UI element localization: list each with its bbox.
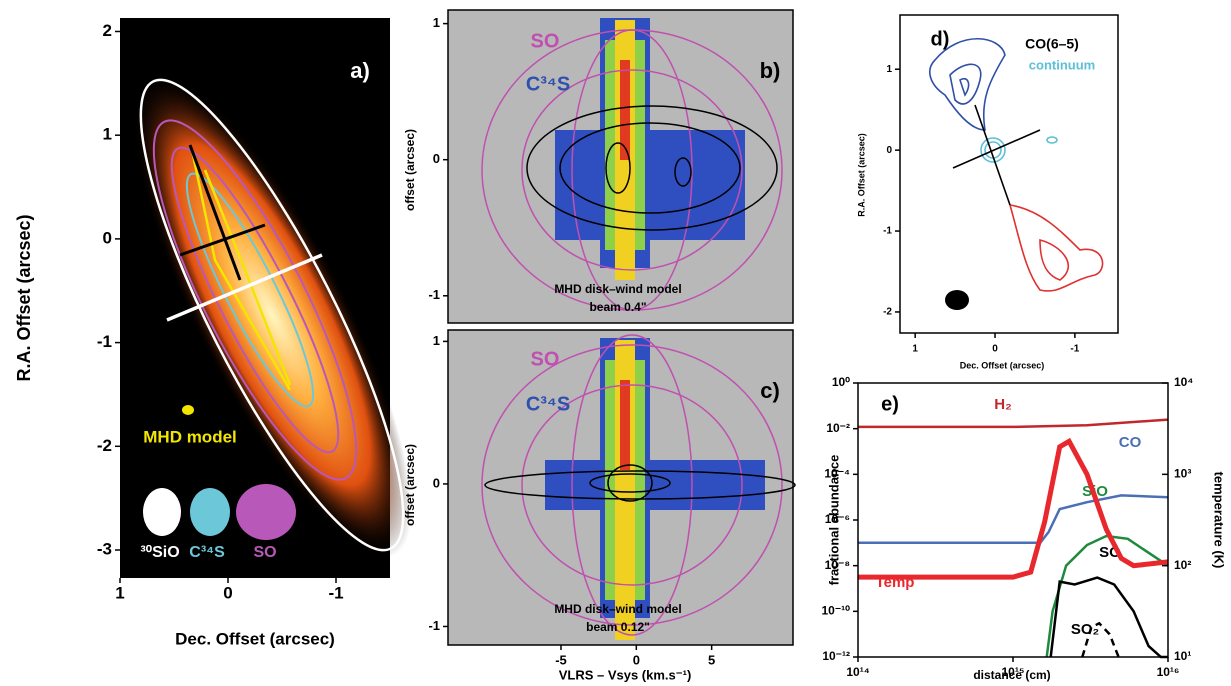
- series-line: [858, 418, 1169, 429]
- series-label: Temp: [876, 574, 915, 591]
- annotation: continuum: [1029, 57, 1095, 72]
- annotation: SO: [253, 544, 276, 561]
- y-axis-title: fractional abundance: [826, 455, 841, 586]
- y-tick-label: 10⁻¹²: [822, 649, 850, 663]
- y-tick-label: 10⁻⁴: [824, 467, 850, 481]
- annotation: C³⁴S: [526, 73, 570, 95]
- annotation: MHD disk–wind model: [554, 602, 681, 616]
- frame: [447, 329, 794, 646]
- y-axis-title: offset (arcsec): [403, 444, 417, 526]
- series-line: [1081, 621, 1120, 658]
- y2-tick-label: 10³: [1174, 467, 1191, 481]
- y-tick-label: 0: [886, 145, 892, 156]
- series-line: [858, 437, 1169, 580]
- series-line: [1049, 576, 1168, 659]
- y-tick-label: 0: [433, 475, 440, 490]
- annotation: SO: [531, 30, 560, 52]
- y-tick-label: 1: [886, 64, 892, 75]
- annotation: a): [350, 58, 370, 83]
- annotation: c): [760, 378, 780, 403]
- y-tick-label: 10⁻⁶: [825, 512, 850, 526]
- y-axis-title: R.A. Offset (arcsec): [14, 214, 34, 381]
- x-tick-label: 1: [912, 344, 918, 355]
- panel-b-image: [448, 10, 793, 323]
- annotation: CO(6–5): [1025, 36, 1079, 52]
- y-tick-label: 0: [433, 151, 440, 166]
- y2-tick-label: 10⁴: [1174, 375, 1193, 389]
- x-tick-label: 10¹⁶: [1157, 665, 1180, 679]
- panel-d-image: [929, 37, 1104, 310]
- x-axis-title: Dec. Offset (arcsec): [960, 360, 1045, 370]
- y-tick-label: -1: [428, 618, 440, 633]
- y2-tick-label: 10²: [1174, 558, 1191, 572]
- y-axis-title: offset (arcsec): [403, 129, 417, 211]
- y2-tick-label: 10¹: [1174, 649, 1191, 663]
- x-tick-label: 0: [992, 344, 998, 355]
- series-label: CO: [1119, 434, 1142, 451]
- panel-c-image: [448, 330, 796, 645]
- y-tick-label: -1: [428, 287, 440, 302]
- frame: [899, 14, 1119, 334]
- annotation: C³⁴S: [526, 393, 570, 415]
- panel-a-image: [120, 18, 412, 578]
- x-axis-title: distance (cm): [973, 668, 1050, 682]
- y-tick-label: 10⁻¹⁰: [822, 604, 851, 618]
- x-tick-label: -1: [328, 583, 343, 602]
- series-label: SO₂: [1071, 621, 1099, 638]
- annotation: e): [881, 393, 899, 415]
- x-tick-label: 0: [223, 583, 232, 602]
- annotation: beam 0.12": [586, 620, 650, 634]
- x-tick-label: 10¹⁴: [846, 665, 869, 679]
- x-tick-label: 1: [115, 583, 124, 602]
- series-line: [858, 494, 1169, 545]
- x-tick-label: -1: [1070, 344, 1079, 355]
- y-axis-title: R.A. Offset (arcsec): [856, 133, 866, 217]
- x-axis-title: Dec. Offset (arcsec): [175, 629, 335, 648]
- y-tick-label: -1: [883, 226, 892, 237]
- x-tick-label: -5: [555, 652, 567, 667]
- y-tick-label: 1: [433, 333, 440, 348]
- annotation: MHD model: [143, 427, 237, 446]
- y-tick-label: 2: [103, 21, 112, 40]
- x-tick-label: 5: [708, 652, 715, 667]
- y-tick-label: 1: [433, 15, 440, 30]
- annotation: SO: [531, 348, 560, 370]
- frame: [447, 9, 794, 324]
- x-tick-label: 0: [633, 652, 640, 667]
- y-tick-label: -1: [97, 332, 112, 351]
- y-tick-label: 1: [103, 125, 112, 144]
- annotation: b): [760, 58, 781, 83]
- y2-axis-title: temperature (K): [1212, 472, 1227, 569]
- y-tick-label: -2: [97, 436, 112, 455]
- y-tick-label: 10⁻²: [826, 421, 850, 435]
- y-tick-label: -2: [883, 307, 892, 318]
- y-tick-label: 10⁻⁸: [825, 558, 850, 572]
- annotation: beam 0.4": [589, 300, 646, 314]
- series-label: H₂: [994, 396, 1012, 413]
- annotation: ³⁰SiO: [140, 544, 179, 561]
- y-tick-label: 10⁰: [832, 375, 850, 389]
- x-axis-title: VLRS – Vsys (km.s⁻¹): [559, 667, 692, 682]
- annotation: d): [931, 28, 950, 50]
- annotation: C³⁴S: [189, 544, 225, 561]
- y-tick-label: 0: [103, 228, 112, 247]
- x-tick-label: 10¹⁵: [1002, 665, 1025, 679]
- series-line: [1045, 534, 1169, 658]
- y-tick-label: -3: [97, 539, 112, 558]
- annotation: MHD disk–wind model: [554, 282, 681, 296]
